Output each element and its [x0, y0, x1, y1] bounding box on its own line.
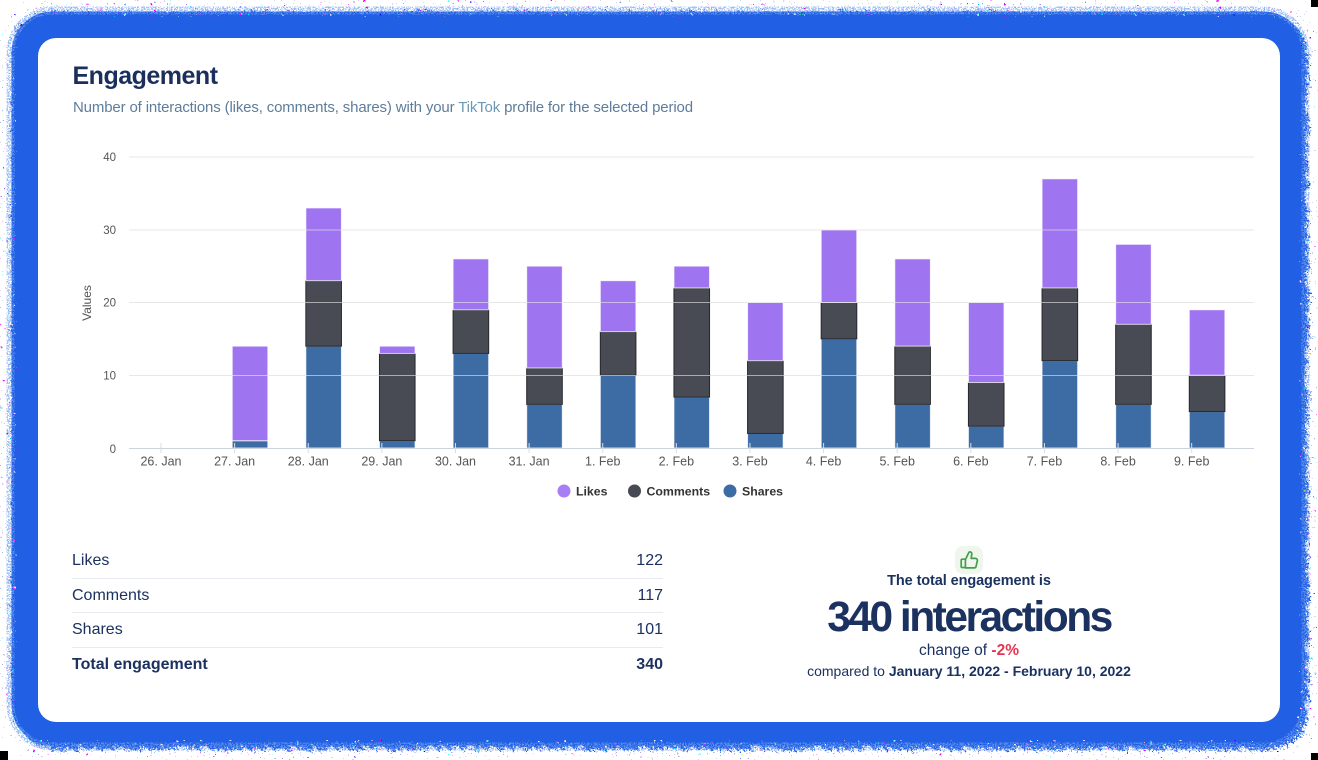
svg-text:Comments: Comments — [647, 485, 711, 499]
svg-text:27. Jan: 27. Jan — [214, 455, 255, 469]
svg-text:4. Feb: 4. Feb — [806, 455, 841, 469]
svg-text:31. Jan: 31. Jan — [509, 455, 550, 469]
svg-text:5. Feb: 5. Feb — [879, 455, 914, 469]
svg-text:Values: Values — [80, 285, 94, 321]
svg-text:30. Jan: 30. Jan — [435, 455, 476, 469]
svg-text:2. Feb: 2. Feb — [659, 455, 694, 469]
svg-text:10: 10 — [103, 370, 116, 382]
svg-text:26. Jan: 26. Jan — [140, 455, 181, 469]
svg-text:3. Feb: 3. Feb — [732, 455, 767, 469]
svg-text:Likes: Likes — [576, 485, 608, 499]
svg-text:20: 20 — [103, 298, 116, 310]
svg-text:0: 0 — [110, 444, 116, 456]
svg-text:Shares: Shares — [742, 485, 783, 499]
svg-text:9. Feb: 9. Feb — [1174, 455, 1209, 469]
svg-text:1. Feb: 1. Feb — [585, 455, 620, 469]
svg-text:8. Feb: 8. Feb — [1100, 455, 1135, 469]
svg-text:30: 30 — [103, 225, 116, 237]
svg-text:29. Jan: 29. Jan — [361, 455, 402, 469]
svg-text:6. Feb: 6. Feb — [953, 455, 988, 469]
svg-text:7. Feb: 7. Feb — [1027, 455, 1062, 469]
svg-text:40: 40 — [103, 152, 116, 164]
svg-text:28. Jan: 28. Jan — [288, 455, 329, 469]
